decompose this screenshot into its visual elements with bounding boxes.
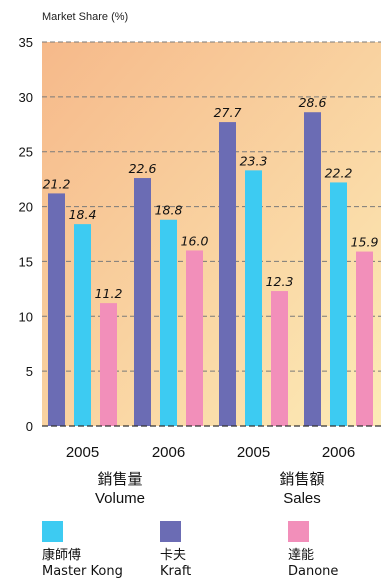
legend-label-en: Master Kong: [42, 564, 123, 579]
y-tick-label: 20: [19, 200, 33, 215]
legend-label-en: Danone: [288, 564, 339, 579]
legend-item-kraft: 卡夫 Kraft: [160, 521, 191, 579]
data-label: 28.6: [299, 95, 327, 110]
bar-master-kong: [245, 170, 262, 426]
bar-danone: [271, 291, 288, 426]
bar-danone: [356, 251, 373, 426]
legend-label-zh: 達能: [288, 548, 315, 563]
bar-danone: [100, 303, 117, 426]
data-label: 18.4: [69, 207, 97, 222]
y-tick-label: 10: [19, 309, 33, 324]
x-tick-label: 2005: [237, 444, 270, 461]
y-tick-label: 30: [19, 90, 33, 105]
data-label: 12.3: [266, 274, 294, 289]
y-tick-label: 0: [26, 419, 33, 434]
section-label-en: Volume: [95, 490, 145, 507]
y-tick-label: 5: [26, 364, 33, 379]
legend-item-danone: 達能 Danone: [288, 521, 338, 579]
y-tick-label: 35: [19, 35, 33, 50]
legend-swatch-master-kong: [42, 521, 63, 542]
bar-danone: [186, 250, 203, 426]
legend-label-zh: 康師傅: [42, 548, 82, 563]
x-tick-label: 2006: [152, 444, 185, 461]
bar-kraft: [134, 178, 151, 426]
section-label-zh: 銷售額: [279, 470, 324, 488]
section-label-en: Sales: [283, 490, 321, 507]
data-label: 27.7: [214, 105, 242, 120]
y-tick-label: 15: [19, 254, 33, 269]
y-tick-label: 25: [19, 145, 33, 160]
legend-label-en: Kraft: [160, 564, 192, 579]
data-label: 11.2: [95, 286, 123, 301]
legend-label-zh: 卡夫: [160, 548, 187, 563]
section-label-zh: 銷售量: [97, 470, 142, 488]
x-tick-label: 2006: [322, 444, 355, 461]
data-label: 21.2: [43, 176, 71, 191]
legend-swatch-kraft: [160, 521, 181, 542]
data-label: 16.0: [181, 233, 209, 248]
data-label: 18.8: [155, 203, 183, 218]
data-label: 22.2: [325, 165, 353, 180]
bar-kraft: [304, 112, 321, 427]
bar-master-kong: [74, 224, 91, 426]
data-label: 23.3: [240, 153, 268, 168]
y-axis-title: Market Share (%): [42, 11, 128, 23]
bar-kraft: [48, 193, 65, 426]
legend-item-master-kong: 康師傅 Master Kong: [42, 521, 123, 579]
bar-master-kong: [330, 182, 347, 426]
bar-master-kong: [160, 219, 177, 426]
x-tick-label: 2005: [66, 444, 99, 461]
legend-swatch-danone: [288, 521, 309, 542]
bar-kraft: [219, 122, 236, 426]
plot-background: [42, 42, 381, 426]
data-label: 22.6: [129, 161, 157, 176]
data-label: 15.9: [351, 235, 379, 250]
